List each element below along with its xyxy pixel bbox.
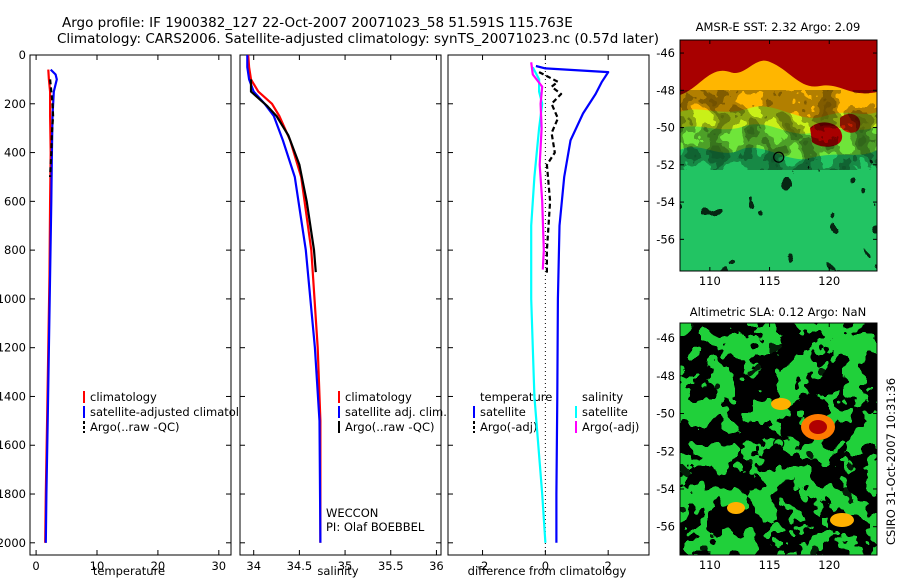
sla-map-panel: Altimetric SLA: 0.12 Argo: NaN 110 115 120… (656, 305, 878, 572)
salinity-profile-panel: salinity climatology satellite adj. clim… (239, 54, 447, 578)
x-tick-label: 35.5 (378, 559, 404, 573)
x-tick-label: 20 (151, 559, 166, 573)
y-tick-label: -46 (656, 331, 675, 345)
difference-profile-panel: difference from climatology temperature … (447, 54, 650, 578)
series-line (249, 79, 317, 273)
sst-map-panel: AMSR-E SST: 2.32 Argo: 2.09 110 115 120 -46… (656, 20, 878, 288)
y-tick-label: 0 (19, 48, 26, 62)
legend: climatology satellite-adjusted climatolo… (83, 390, 260, 434)
x-tick-label: 34 (246, 559, 261, 573)
x-axis-label: salinity (317, 564, 358, 578)
sla-heatmap (680, 323, 877, 555)
legend-label: Argo(-adj) (582, 420, 639, 434)
y-tick-label: 1200 (0, 341, 26, 355)
map-title: AMSR-E SST: 2.32 Argo: 2.09 (696, 20, 861, 34)
timestamp-label: CSIRO 31-Oct-2007 10:31:36 (884, 378, 898, 545)
series-line (538, 71, 563, 275)
legend-label: Argo(..raw -QC) (345, 420, 435, 434)
x-tick-label: 0 (542, 559, 549, 573)
y-tick-label: 1000 (0, 292, 26, 306)
y-tick-label: -54 (656, 195, 675, 209)
y-tick-label: 1600 (0, 438, 26, 452)
legend-label: Argo(-adj) (480, 420, 537, 434)
x-tick-label: 10 (90, 559, 105, 573)
y-tick-label: -48 (656, 369, 675, 383)
legend: climatology satellite adj. clim. Argo(..… (338, 390, 447, 434)
x-tick-label: 36 (429, 559, 444, 573)
legend-label: climatology (345, 390, 412, 404)
y-tick-label: -56 (656, 520, 675, 534)
y-tick-label: -46 (656, 46, 675, 60)
x-tick-label: 120 (818, 274, 840, 288)
map-frame (679, 39, 878, 272)
legend-label: Argo(..raw -QC) (90, 420, 180, 434)
y-tick-label: 600 (4, 194, 26, 208)
y-tick-label: 1800 (0, 487, 26, 501)
series-line (535, 64, 610, 543)
x-tick-label: 0 (32, 559, 39, 573)
legend-label: satellite (480, 405, 526, 419)
x-tick-label: 110 (699, 558, 721, 572)
series-line (530, 66, 547, 543)
x-tick-label: 30 (211, 559, 226, 573)
series-line (44, 68, 58, 543)
x-tick-label: 35 (338, 559, 353, 573)
series-line (246, 55, 322, 543)
y-tick-label: -50 (656, 121, 675, 135)
map-frame (679, 322, 878, 556)
y-tick-label: 800 (4, 243, 26, 257)
legend-label: satellite (582, 405, 628, 419)
y-tick-label: -52 (656, 158, 675, 172)
y-tick-label: 200 (4, 97, 26, 111)
annotation-project: WECCON (326, 506, 378, 520)
x-tick-label: -2 (477, 559, 488, 573)
x-axis-label: difference from climatology (468, 564, 627, 578)
temperature-profile-panel: temperature climatology satellite-adjust… (0, 48, 260, 578)
sst-heatmap (680, 40, 877, 271)
legend-label: climatology (90, 390, 157, 404)
x-axis-label: temperature (93, 564, 165, 578)
x-tick-label: 2 (605, 559, 612, 573)
argo-float-marker (773, 437, 785, 450)
legend-title-salinity: salinity (582, 390, 623, 404)
annotation-pi: PI: Olaf BOEBBEL (326, 520, 425, 534)
plot-frame (239, 54, 442, 556)
legend-label: satellite adj. clim. (345, 405, 447, 419)
y-tick-label: -56 (656, 232, 675, 246)
legend-label: satellite-adjusted climatology (90, 405, 260, 419)
legend-title-temperature: temperature (480, 390, 552, 404)
figure-title-line1: Argo profile: IF 1900382_127 22-Oct-2007… (62, 15, 573, 31)
y-tick-label: 400 (4, 146, 26, 160)
y-tick-label: -50 (656, 407, 675, 421)
x-tick-label: 110 (699, 274, 721, 288)
y-tick-label: -52 (656, 444, 675, 458)
plot-frame (447, 54, 650, 556)
argo-float-marker (773, 151, 785, 163)
x-tick-label: 120 (818, 558, 840, 572)
map-title: Altimetric SLA: 0.12 Argo: NaN (690, 305, 866, 319)
plot-frame (29, 54, 232, 556)
x-tick-label: 34.5 (287, 559, 313, 573)
y-tick-label: -54 (656, 482, 675, 496)
x-tick-label: 115 (759, 274, 781, 288)
figure-title-line2: Climatology: CARS2006. Satellite-adjuste… (57, 31, 659, 47)
series-line (49, 79, 55, 178)
y-tick-label: 1400 (0, 389, 26, 403)
y-tick-label: 2000 (0, 536, 26, 550)
x-tick-label: 115 (759, 558, 781, 572)
series-line (530, 62, 545, 270)
y-tick-label: -48 (656, 83, 675, 97)
